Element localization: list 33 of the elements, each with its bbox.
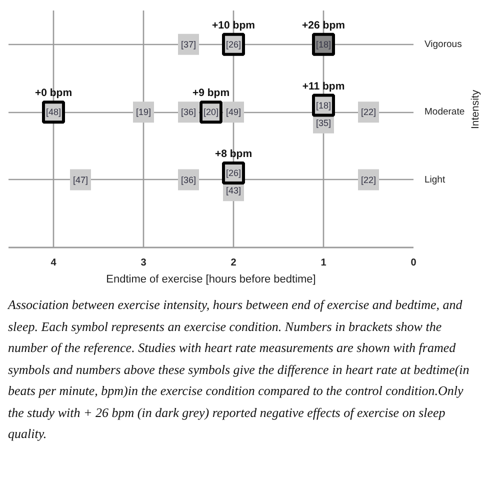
- y-axis-title: Intensity: [470, 89, 482, 129]
- y-tick-label: Light: [424, 174, 446, 186]
- y-tick-label: Moderate: [424, 106, 465, 118]
- text: Association between exercise intensity, hours between end of exercise and bedtime, and sleep. Each symbol represents an exercise condition. Numbers in brackets show the number of the reference. Studies with heart rate measurements are shown with framed symbols and numbers above these symbols give the difference in heart rate at bedtime(in beats per minute, bpm)in the exercise condition compared to the control condition.Only the study with + 26 bpm (in dark grey) reported negative effects of exercise on sleep quality.: [8, 296, 470, 443]
- annotation: +10 bpm: [212, 19, 255, 32]
- x-axis-title: Endtime of exercise [hours before bedtime]: [106, 274, 316, 286]
- series-label: [36]: [180, 107, 196, 118]
- series-label: [26]: [226, 39, 242, 50]
- series-label: [22]: [360, 107, 376, 118]
- annotation: +0 bpm: [34, 87, 72, 100]
- text: [22]: [360, 174, 376, 185]
- x-tick-label: 2: [230, 258, 237, 268]
- series-label: [43]: [226, 186, 242, 196]
- series-label: [20]: [203, 107, 219, 118]
- series-label: [37]: [180, 39, 196, 50]
- series-label: [18]: [316, 39, 332, 50]
- x-tick-label: 3: [140, 258, 147, 268]
- x-tick-label: 1: [320, 258, 327, 268]
- series-label: [48]: [46, 107, 62, 118]
- text: [36]: [180, 174, 196, 185]
- annotation: +26 bpm: [302, 19, 345, 32]
- annotation: +9 bpm: [192, 87, 230, 100]
- annotation: +11 bpm: [302, 80, 345, 92]
- x-tick-label: 0: [410, 258, 417, 268]
- text: [26]: [226, 168, 242, 178]
- y-tick-label: Vigorous: [424, 38, 462, 50]
- series-label: [19]: [136, 107, 152, 118]
- annotation: +8 bpm: [214, 148, 252, 160]
- series-label: [35]: [316, 118, 332, 128]
- series-label: [47]: [72, 174, 88, 185]
- x-tick-label: 4: [50, 258, 57, 268]
- text: [18]: [316, 100, 332, 110]
- series-label: [49]: [226, 107, 242, 118]
